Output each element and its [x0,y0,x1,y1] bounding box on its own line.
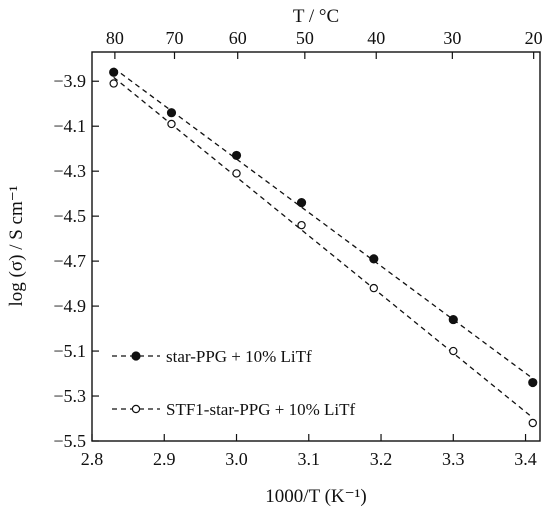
series-2-point [232,169,241,178]
series-1-fit-line [113,67,534,380]
top-tick-label: 80 [106,28,124,48]
y-tick-label: −4.1 [53,116,86,136]
y-tick-label: −5.1 [53,341,86,361]
legend-marker-series-1 [131,351,141,361]
y-axis-title: log (σ) / S cm⁻¹ [6,185,27,306]
x-tick-label: 3.2 [370,449,393,469]
x-tick-label: 3.4 [514,449,537,469]
series-2-point [449,346,458,356]
legend-label-series-1: star-PPG + 10% LiTf [166,347,312,366]
top-tick-label: 40 [367,28,385,48]
top-tick-label: 60 [229,28,247,48]
series-1-point [296,198,307,208]
y-tick-label: −4.5 [53,206,86,226]
y-tick-label: −4.7 [53,251,86,271]
legend-marker-series-2 [131,404,141,414]
ticks: 2.8 2.9 3.0 3.1 3.2 3.3 3.4 −3.9 −4.1 −4.3 −4.5 −4.… [53,28,542,469]
series-2-point [528,418,537,428]
x-tick-label: 3.1 [298,449,321,469]
legend: star-PPG + 10% LiTf STF1-star-PPG + 10% … [112,347,355,419]
plot-frame [91,51,541,442]
series-points [109,67,538,428]
series-2-point [167,119,176,129]
top-tick-label: 20 [525,28,543,48]
series-1-point [231,150,242,161]
series-1-point [369,254,379,264]
series-1-point [448,314,458,325]
y-tick-label: −5.5 [53,431,86,451]
y-tick-label: −4.3 [53,161,86,181]
series-1-point [166,108,177,118]
x-axis-title: 1000/T (K⁻¹) [265,486,366,507]
x-tick-label: 3.0 [225,449,248,469]
series-2-point [369,283,379,293]
series-1-point [109,67,119,77]
series-2-point [297,220,306,230]
series-lines [113,67,534,419]
y-tick-label: −3.9 [53,71,86,91]
y-tick-label: −5.3 [53,386,86,406]
x-tick-label: 2.9 [153,449,176,469]
top-tick-label: 70 [166,28,184,48]
y-tick-label: −4.9 [53,296,86,316]
series-2-fit-line [113,76,534,419]
top-tick-label: 30 [443,28,461,48]
series-1-point [528,377,538,388]
x-tick-label: 3.3 [442,449,465,469]
series-2-point [109,79,118,88]
x-tick-label: 2.8 [81,449,104,469]
top-tick-label: 50 [296,28,314,48]
legend-label-series-2: STF1-star-PPG + 10% LiTf [166,400,355,419]
top-axis-title: T / °C [293,6,339,27]
